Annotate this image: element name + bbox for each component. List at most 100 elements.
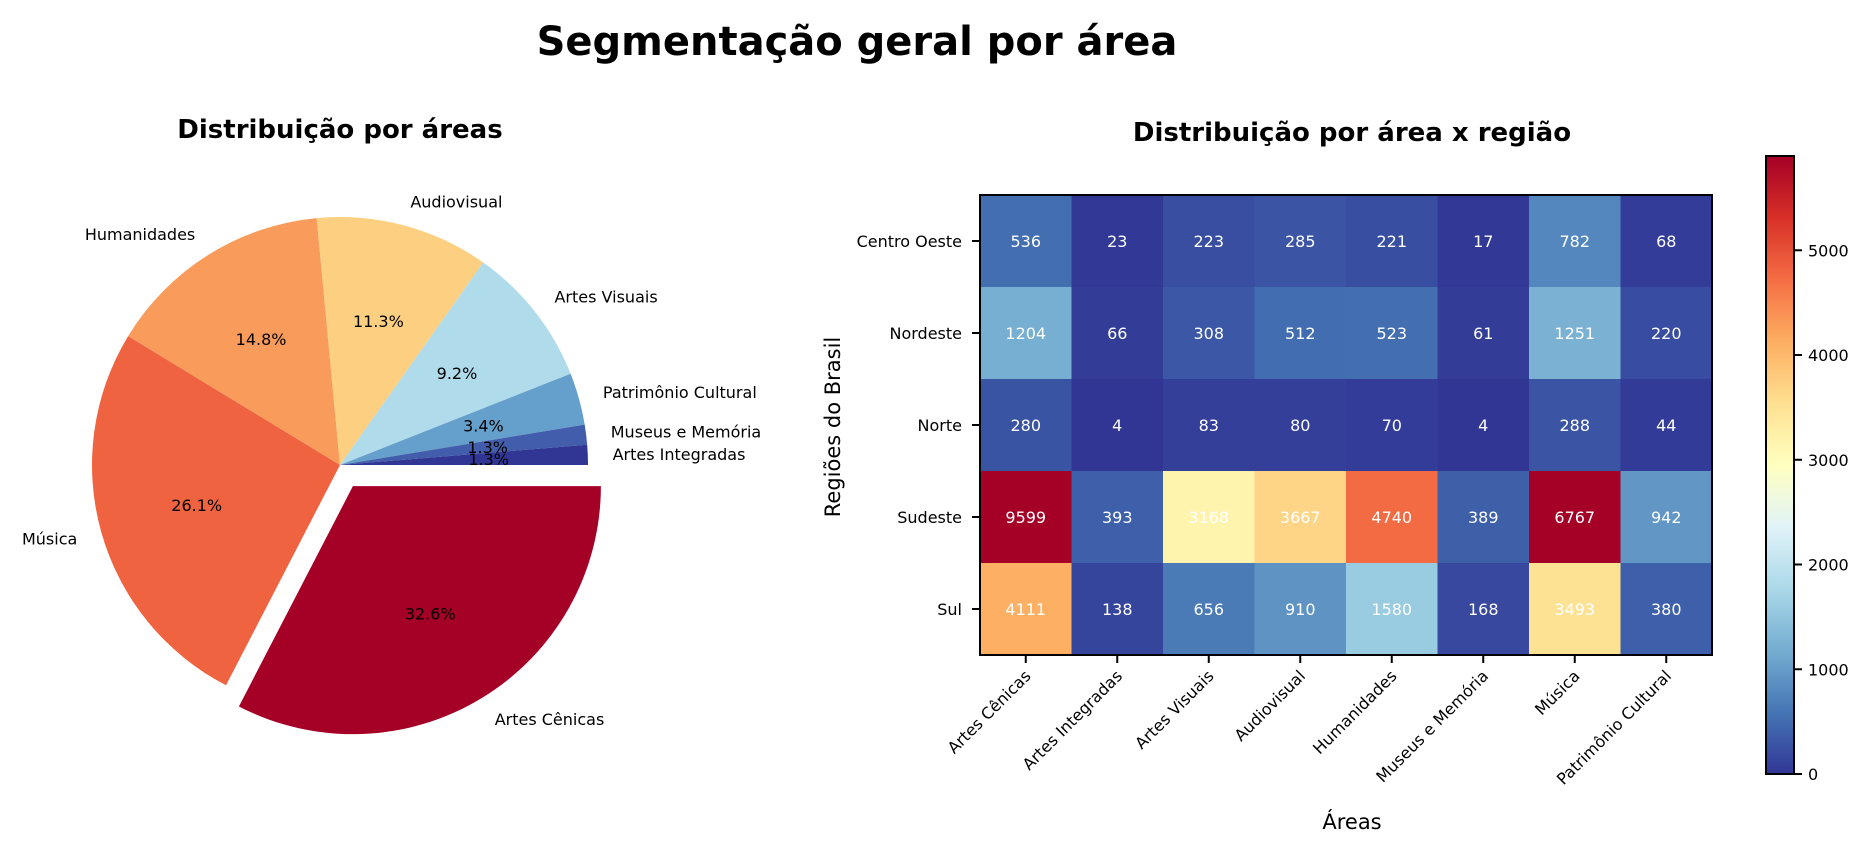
heatmap-cell-value: 6767: [1554, 508, 1595, 527]
heatmap-cell-value: 942: [1651, 508, 1682, 527]
heatmap-cell-value: 4: [1478, 416, 1488, 435]
pie-chart-title: Distribuição por áreas: [177, 115, 502, 145]
colorbar-tick-label: 4000: [1808, 346, 1849, 365]
colorbar-tick-label: 3000: [1808, 451, 1849, 470]
heatmap-cell: [1529, 471, 1621, 564]
heatmap-cell: [1071, 195, 1164, 288]
heatmap-cell: [1346, 195, 1438, 288]
heatmap-value-labels: 536 23 223 285 221 17 782 68 1204 66 308 512 523 61 12…: [1005, 232, 1681, 619]
heatmap-cell: [980, 563, 1072, 656]
x-tick-label: Humanidades: [1309, 666, 1401, 758]
pie-percent-label: 3.4%: [463, 416, 504, 435]
heatmap-cell-value: 220: [1651, 324, 1682, 343]
pie-percent-label: 11.3%: [353, 312, 404, 331]
heatmap-cell-value: 4: [1112, 416, 1122, 435]
pie-percent-label: 9.2%: [437, 364, 478, 383]
heatmap-cell: [1254, 195, 1347, 288]
heatmap-cell-value: 308: [1193, 324, 1224, 343]
heatmap-cell-value: 17: [1473, 232, 1493, 251]
pie-labels: 32.6% Artes Cênicas 26.1% Música 14.8% Humani…: [22, 192, 761, 729]
heatmap-cell: [1071, 287, 1164, 380]
heatmap-cell-value: 380: [1651, 600, 1682, 619]
heatmap-cell: [1620, 195, 1713, 288]
pie-slice: [92, 336, 340, 686]
colorbar-frame: [1765, 155, 1795, 775]
pie-percent-label: 14.8%: [236, 330, 287, 349]
colorbar-tick-label: 0: [1808, 765, 1818, 784]
colorbar-tick-label: 1000: [1808, 660, 1849, 679]
y-tick-label: Norte: [918, 416, 962, 435]
heatmap-cell-value: 3667: [1280, 508, 1321, 527]
x-tick-label: Artes Integradas: [1019, 666, 1126, 773]
heatmap-cell: [1620, 379, 1713, 472]
heatmap-cell: [1437, 195, 1530, 288]
heatmap-cell: [1254, 379, 1347, 472]
heatmap-cells: [980, 195, 1713, 656]
heatmap-cell: [1163, 287, 1255, 380]
heatmap-cell-value: 3493: [1554, 600, 1595, 619]
pie-slices: [92, 217, 601, 735]
heatmap-cell: [1254, 471, 1347, 564]
heatmap-x-axis-label: Áreas: [1322, 809, 1381, 834]
heatmap-cell: [1620, 287, 1713, 380]
heatmap-cell: [1071, 471, 1164, 564]
pie-category-label: Patrimônio Cultural: [603, 383, 757, 402]
heatmap-cell-value: 23: [1107, 232, 1127, 251]
heatmap-cell: [1437, 287, 1530, 380]
pie-category-label: Artes Visuais: [554, 287, 657, 306]
pie-category-label: Audiovisual: [410, 192, 502, 211]
pie-category-label: Artes Cênicas: [495, 710, 605, 729]
heatmap-cell-value: 523: [1376, 324, 1407, 343]
heatmap-cell-value: 536: [1010, 232, 1041, 251]
heatmap-cell-value: 68: [1656, 232, 1676, 251]
heatmap-cell-value: 44: [1656, 416, 1676, 435]
pie-category-label: Música: [22, 530, 77, 549]
heatmap-cell-value: 221: [1376, 232, 1407, 251]
heatmap-cell: [1529, 379, 1621, 472]
heatmap-title: Distribuição por área x região: [1133, 118, 1571, 148]
heatmap-cell: [1620, 563, 1713, 656]
heatmap-cell: [1254, 287, 1347, 380]
heatmap-cell: [1163, 563, 1255, 656]
y-tick-label: Centro Oeste: [857, 232, 962, 251]
heatmap-cell-value: 66: [1107, 324, 1127, 343]
pie-percent-label: 26.1%: [171, 496, 222, 515]
y-tick-label: Sudeste: [897, 508, 962, 527]
pie-slice: [128, 218, 340, 465]
pie-category-label: Artes Integradas: [613, 445, 746, 464]
heatmap-y-ticks: Centro Oeste Nordeste Norte Sudeste Sul: [857, 232, 980, 619]
heatmap-cell-value: 656: [1193, 600, 1224, 619]
heatmap-cell: [1163, 195, 1255, 288]
heatmap-cell-value: 393: [1102, 508, 1133, 527]
heatmap-cell-value: 910: [1285, 600, 1316, 619]
heatmap-cell: [1346, 563, 1438, 656]
x-tick-label: Artes Cênicas: [944, 666, 1035, 757]
heatmap-cell: [1346, 379, 1438, 472]
heatmap-chart: Distribuição por área x região 536 23 223 2…: [821, 118, 1849, 834]
heatmap-cell: [1254, 563, 1347, 656]
heatmap-cell-value: 83: [1199, 416, 1219, 435]
heatmap-cell: [1437, 563, 1530, 656]
x-tick-label: Audiovisual: [1231, 666, 1310, 745]
pie-slice: [316, 217, 484, 465]
pie-slice: [340, 444, 588, 465]
heatmap-cell: [1529, 195, 1621, 288]
pie-slice: [340, 373, 585, 465]
heatmap-cell-value: 138: [1102, 600, 1133, 619]
figure-suptitle: Segmentação geral por área: [537, 19, 1178, 65]
heatmap-cell-value: 4740: [1371, 508, 1412, 527]
y-tick-label: Nordeste: [889, 324, 962, 343]
heatmap-cell-value: 389: [1468, 508, 1499, 527]
heatmap-cell-value: 3168: [1188, 508, 1229, 527]
x-tick-label: Artes Visuais: [1131, 666, 1217, 752]
heatmap-cell-value: 9599: [1005, 508, 1046, 527]
heatmap-cell-value: 61: [1473, 324, 1493, 343]
pie-slice: [340, 262, 571, 465]
pie-category-label: Museus e Memória: [611, 423, 761, 442]
pie-slice: [238, 486, 601, 735]
pie-category-label: Humanidades: [85, 225, 195, 244]
heatmap-y-axis-label: Regiões do Brasil: [821, 337, 845, 518]
y-tick-label: Sul: [937, 600, 962, 619]
heatmap-cell: [1620, 471, 1713, 564]
